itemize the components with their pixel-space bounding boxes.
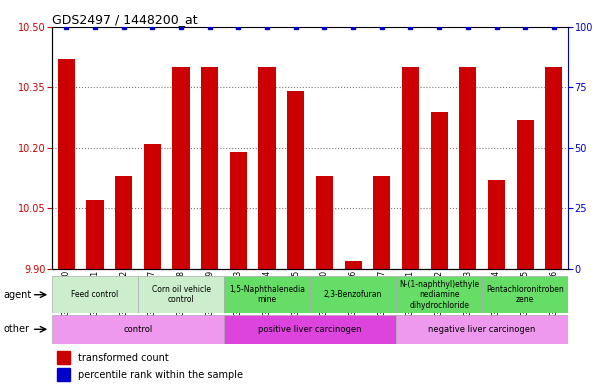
Bar (345, 261, 362, 269)
Bar (545, 67, 563, 269)
Text: percentile rank within the sample: percentile rank within the sample (78, 370, 243, 380)
Bar (488, 180, 505, 269)
Bar (144, 144, 161, 269)
Bar (201, 67, 218, 269)
Bar (287, 91, 304, 269)
Bar (482, 276, 568, 313)
Text: 1,5-Naphthalenedia
mine: 1,5-Naphthalenedia mine (229, 285, 305, 305)
Text: N-(1-naphthyl)ethyle
nediamine
dihydrochloride: N-(1-naphthyl)ethyle nediamine dihydroch… (399, 280, 479, 310)
Bar (57, 368, 70, 381)
Bar (517, 120, 534, 269)
Bar (86, 200, 104, 269)
Text: other: other (3, 324, 29, 334)
Bar (57, 351, 70, 364)
Text: Feed control: Feed control (71, 290, 119, 299)
Bar (396, 276, 482, 313)
Bar (258, 67, 276, 269)
Text: negative liver carcinogen: negative liver carcinogen (428, 325, 536, 334)
Bar (57, 59, 75, 269)
Text: agent: agent (3, 290, 31, 300)
Bar (224, 315, 396, 344)
Bar (52, 276, 138, 313)
Bar (431, 112, 448, 269)
Bar (138, 276, 224, 313)
Bar (316, 176, 333, 269)
Bar (172, 67, 189, 269)
Bar (230, 152, 247, 269)
Text: control: control (123, 325, 153, 334)
Bar (396, 315, 568, 344)
Bar (402, 67, 419, 269)
Bar (373, 176, 390, 269)
Bar (52, 315, 224, 344)
Text: transformed count: transformed count (78, 353, 169, 363)
Bar (224, 276, 310, 313)
Text: Pentachloronitroben
zene: Pentachloronitroben zene (486, 285, 564, 305)
Text: Corn oil vehicle
control: Corn oil vehicle control (152, 285, 211, 305)
Text: GDS2497 / 1448200_at: GDS2497 / 1448200_at (52, 13, 197, 26)
Bar (115, 176, 132, 269)
Text: positive liver carcinogen: positive liver carcinogen (258, 325, 362, 334)
Bar (310, 276, 396, 313)
Bar (459, 67, 477, 269)
Text: 2,3-Benzofuran: 2,3-Benzofuran (324, 290, 382, 299)
